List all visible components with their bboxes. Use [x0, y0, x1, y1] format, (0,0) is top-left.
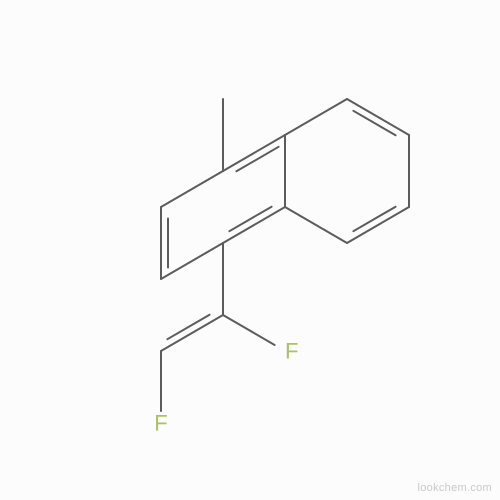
atom-label-f1: F [285, 339, 298, 364]
watermark-text: lookchem.com [417, 482, 492, 494]
structure-canvas: FF lookchem.com [0, 0, 500, 500]
molecule-svg: FF [0, 0, 500, 500]
atom-label-f2: F [154, 411, 167, 436]
